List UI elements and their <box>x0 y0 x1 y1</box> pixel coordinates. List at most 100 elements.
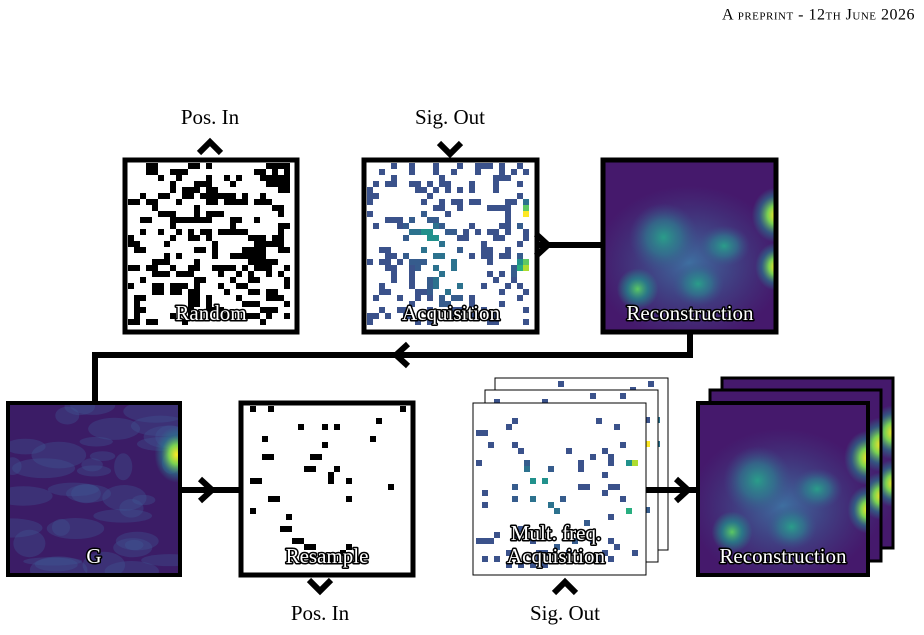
sample-pixel <box>481 307 487 313</box>
sample-pixel <box>505 199 511 205</box>
sample-pixel <box>499 169 505 175</box>
sample-pixel <box>457 187 463 193</box>
sample-pixel <box>206 295 212 301</box>
sample-pixel <box>206 199 218 205</box>
sample-pixel <box>206 217 212 223</box>
image-blob <box>8 486 53 506</box>
image-blob <box>154 426 180 483</box>
sample-pixel <box>254 313 260 319</box>
image-blob <box>723 446 792 515</box>
sample-pixel <box>648 381 654 387</box>
arrow-head <box>197 476 217 504</box>
sample-pixel <box>236 295 242 301</box>
sample-pixel <box>391 271 397 277</box>
sample-pixel <box>439 295 445 301</box>
sample-pixel <box>566 550 572 556</box>
sample-pixel <box>194 313 200 319</box>
sample-pixel <box>248 277 254 283</box>
sample-pixel <box>433 205 439 211</box>
image-blob <box>13 529 46 558</box>
sample-pixel <box>391 253 397 259</box>
sample-pixel <box>278 247 290 253</box>
sample-pixel <box>284 163 290 169</box>
image-blob <box>628 203 699 272</box>
sample-pixel <box>469 223 475 229</box>
sample-pixel <box>439 199 445 205</box>
sample-pixel <box>409 169 415 175</box>
sample-pixel <box>602 490 608 496</box>
sample-pixel <box>415 259 421 265</box>
sampling-mask <box>125 160 297 332</box>
sample-pixel <box>409 277 415 283</box>
sample-pixel <box>409 217 415 223</box>
sample-pixel <box>451 313 457 319</box>
sample-pixel <box>236 253 242 259</box>
sample-pixel <box>224 265 236 271</box>
sample-pixel <box>322 424 328 430</box>
sample-pixel <box>379 247 385 253</box>
sample-pixel <box>499 271 505 277</box>
sample-pixel <box>206 193 212 199</box>
sample-pixel <box>517 265 523 271</box>
sample-pixel <box>250 406 256 412</box>
sample-pixel <box>134 307 146 313</box>
sample-pixel <box>403 235 409 241</box>
sample-pixel <box>260 307 272 313</box>
sample-pixel <box>224 175 230 181</box>
sample-pixel <box>608 514 614 520</box>
sample-pixel <box>493 187 499 193</box>
sample-pixel <box>524 466 530 472</box>
sample-pixel <box>499 163 505 169</box>
sample-pixel <box>250 508 256 514</box>
sample-pixel <box>262 436 268 442</box>
sample-pixel <box>457 205 463 211</box>
sample-pixel <box>230 223 236 229</box>
figure <box>6 157 895 578</box>
sample-pixel <box>158 211 164 217</box>
reconstruction-image <box>603 160 776 332</box>
sample-pixel <box>511 277 517 283</box>
sample-pixel <box>506 424 512 430</box>
sample-pixel <box>284 313 290 319</box>
image-blob <box>766 504 817 550</box>
sample-pixel <box>566 448 572 454</box>
sample-pixel <box>415 295 421 301</box>
sample-pixel <box>250 478 262 484</box>
sample-pixel <box>152 271 158 277</box>
sample-pixel <box>194 205 200 211</box>
sample-pixel <box>493 313 499 319</box>
sample-pixel <box>530 562 536 568</box>
sample-pixel <box>152 163 158 169</box>
sample-pixel <box>542 550 548 556</box>
sample-pixel <box>328 478 334 484</box>
sample-pixel <box>194 247 206 253</box>
sample-pixel <box>170 289 182 295</box>
sample-pixel <box>278 235 284 241</box>
sample-pixel <box>397 217 403 223</box>
sample-pixel <box>494 399 500 405</box>
sample-pixel <box>481 253 487 259</box>
sample-pixel <box>146 163 152 169</box>
sample-pixel <box>170 181 176 187</box>
sample-pixel <box>572 538 578 544</box>
sample-pixel <box>379 259 385 265</box>
sample-pixel <box>433 235 439 241</box>
sample-pixel <box>373 223 379 229</box>
sample-pixel <box>421 199 427 205</box>
image-base <box>8 403 180 575</box>
sample-pixel <box>152 205 158 211</box>
sample-pixel <box>146 199 152 205</box>
image-blob <box>123 403 180 423</box>
sample-pixel <box>248 271 254 277</box>
sample-pixel <box>469 301 475 307</box>
sample-pixel <box>230 217 236 223</box>
sample-pixel <box>457 199 463 205</box>
sample-pixel <box>328 472 334 478</box>
sample-pixel <box>188 265 200 271</box>
panel-caption: Reconstruction <box>719 544 847 568</box>
sample-pixel <box>487 247 493 253</box>
sample-pixel <box>554 508 560 514</box>
sample-pixel <box>367 199 373 205</box>
sample-pixel <box>379 307 385 313</box>
